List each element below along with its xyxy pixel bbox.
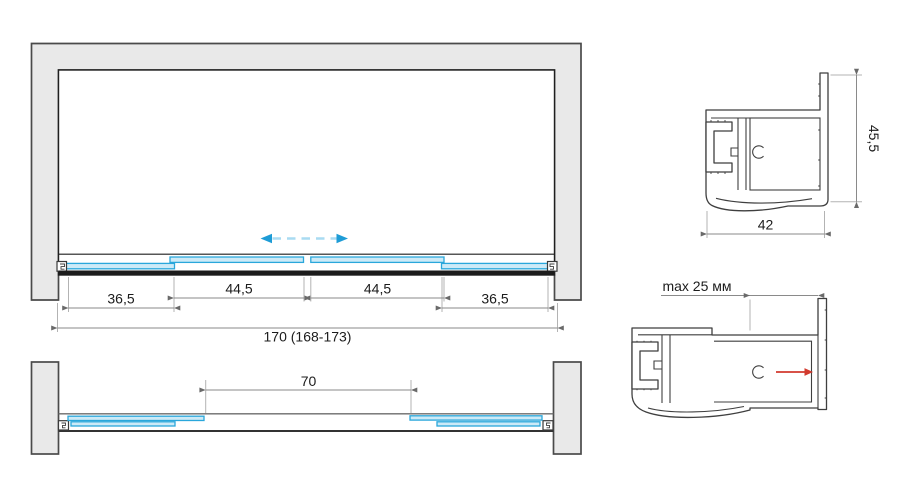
adjustment-dimension: max 25 мм xyxy=(661,278,825,331)
plan-fixed-panel-left xyxy=(70,421,176,427)
profile-wall-channel xyxy=(705,121,733,173)
plan-sliding-door-left xyxy=(67,415,205,422)
profile-outline xyxy=(705,72,829,212)
dim-passage-label: 70 xyxy=(301,373,317,389)
fixed-panel-left xyxy=(64,262,176,270)
profile-dimensions: 45,5 42 xyxy=(700,68,882,238)
profile-screw-boss xyxy=(752,145,764,159)
dim-left-door-label: 44,5 xyxy=(225,281,252,297)
sliding-door-right xyxy=(310,256,445,264)
sliding-door-left xyxy=(169,256,305,264)
extend-direction-arrow-icon xyxy=(776,368,813,376)
wall-bracket-left xyxy=(56,260,68,272)
plan-view: 70 xyxy=(30,361,582,455)
adjustable-profile-outline xyxy=(631,297,828,419)
adjustable-profile-screw-boss xyxy=(752,365,764,379)
wall-profile-section: 45,5 42 xyxy=(700,68,882,238)
bottom-rail xyxy=(58,270,555,275)
plan-dimensions: 70 xyxy=(199,373,418,413)
plan-sliding-door-right xyxy=(409,415,543,421)
fixed-panel-right xyxy=(440,262,550,270)
plan-wall-right xyxy=(552,361,582,455)
slide-direction-arrow-icon xyxy=(260,233,348,244)
profile-knurling xyxy=(710,83,820,187)
plan-fixed-panel-right xyxy=(436,421,541,427)
plan-wall-left xyxy=(30,361,60,455)
front-dimensions: 36,5 44,5 44,5 36,5 170 (168-173) xyxy=(51,277,564,345)
adjustable-profile-wall-channel xyxy=(631,341,659,390)
dim-profile-depth-label: 42 xyxy=(758,217,774,233)
door-frame xyxy=(57,69,556,276)
dim-left-fixed-label: 36,5 xyxy=(107,291,134,307)
dim-right-fixed-label: 36,5 xyxy=(481,291,508,307)
adjustable-profile-section: max 25 мм xyxy=(631,278,828,419)
wall-bracket-right xyxy=(546,260,558,272)
profile-chamber xyxy=(749,117,821,191)
front-view: 36,5 44,5 44,5 36,5 170 (168-173) xyxy=(30,42,582,345)
dim-total-width-label: 170 (168-173) xyxy=(264,329,352,345)
plan-bracket-left xyxy=(57,420,70,431)
dim-adjustment-label: max 25 мм xyxy=(662,278,731,294)
adjustable-profile-knurling xyxy=(636,309,827,399)
dim-right-door-label: 44,5 xyxy=(364,281,391,297)
dim-profile-height-label: 45,5 xyxy=(866,125,882,152)
plan-bracket-right xyxy=(542,420,554,431)
